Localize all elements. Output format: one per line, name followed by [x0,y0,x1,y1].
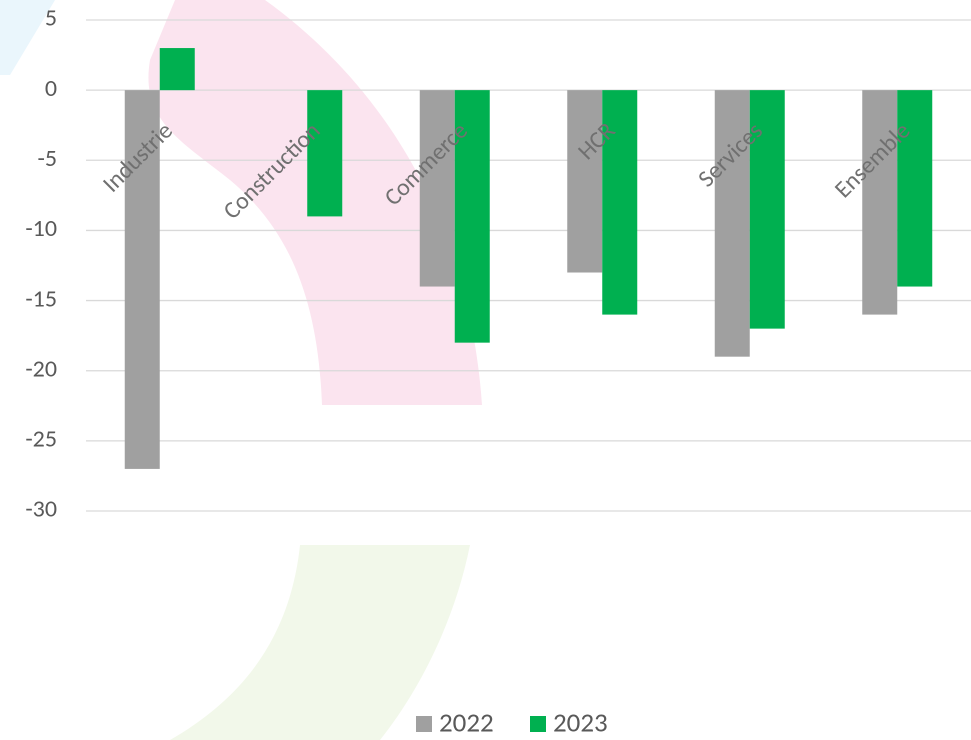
legend-swatch [530,716,546,732]
y-tick-label: -20 [25,354,57,383]
y-tick-label: -25 [25,425,57,454]
bar [124,90,160,469]
bar [159,48,195,91]
background-shape [0,0,55,75]
bar [419,90,455,287]
bar [602,90,638,315]
y-tick-label: -5 [37,144,57,173]
bar [307,90,343,217]
y-tick-label: -10 [25,214,57,243]
y-tick-label: 5 [45,4,57,33]
y-tick-label: -30 [25,495,57,524]
y-tick-label: -15 [25,284,57,313]
bar [897,90,933,287]
bar [714,90,750,357]
legend-label: 2023 [553,706,608,739]
y-tick-label: 0 [45,74,57,103]
legend-swatch [416,716,432,732]
legend-label: 2022 [439,706,494,739]
bar [862,90,898,315]
bar [567,90,603,273]
bar [749,90,785,329]
bar [454,90,490,343]
background-shape [170,545,470,740]
